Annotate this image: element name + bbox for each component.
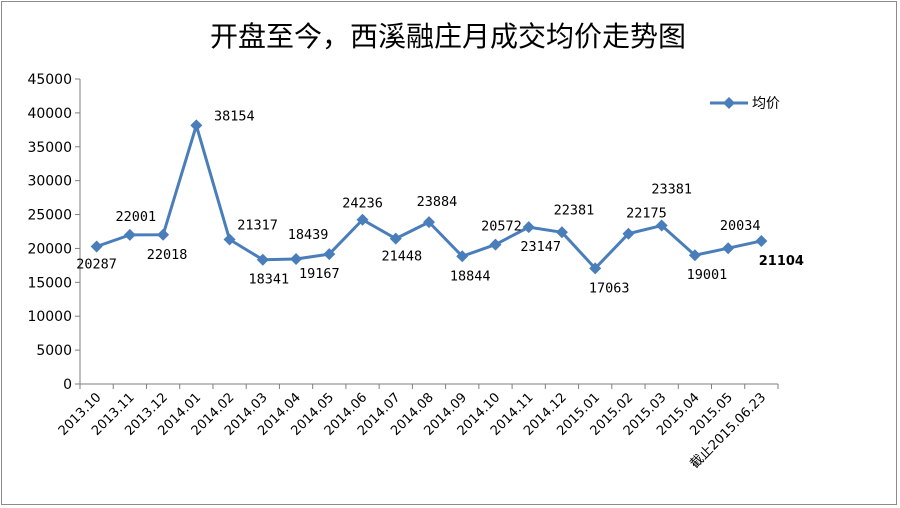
y-tick-label: 15000 — [27, 275, 72, 291]
data-label: 19001 — [687, 267, 728, 283]
data-label: 20034 — [720, 218, 761, 234]
data-label: 38154 — [214, 108, 255, 124]
legend-marker-swatch — [723, 97, 735, 109]
data-point — [688, 249, 701, 262]
data-point — [655, 219, 668, 232]
data-point — [456, 250, 469, 263]
data-label: 18439 — [288, 227, 329, 243]
y-tick-label: 10000 — [27, 309, 72, 325]
data-label: 24236 — [342, 196, 383, 212]
data-point — [223, 233, 236, 246]
data-label: 18844 — [450, 268, 491, 284]
data-point — [90, 240, 103, 253]
y-tick-label: 5000 — [36, 343, 72, 359]
y-axis-ticks: 0 5000 10000 15000 20000 25000 30000 35000 40000… — [27, 72, 80, 393]
data-point — [323, 248, 336, 261]
data-label: 21317 — [237, 218, 278, 234]
legend: 均价 — [710, 96, 780, 112]
data-label: 20287 — [76, 256, 117, 272]
data-point — [256, 253, 269, 266]
data-label: 21104 — [759, 254, 804, 269]
y-tick-label: 30000 — [27, 174, 72, 190]
data-label: 22175 — [626, 206, 667, 222]
data-labels: 20287 22001 22018 38154 21317 18341 18439 19167… — [76, 108, 804, 296]
data-point — [555, 226, 568, 239]
y-tick-label: 25000 — [27, 208, 72, 224]
data-markers — [90, 119, 768, 275]
y-tick-label: 40000 — [27, 106, 72, 122]
data-label: 23147 — [520, 239, 561, 255]
data-point — [489, 238, 502, 251]
data-point — [755, 234, 768, 247]
data-label: 23381 — [651, 182, 692, 198]
y-tick-label: 0 — [63, 377, 72, 393]
data-label: 18341 — [248, 272, 289, 288]
data-point — [356, 213, 369, 226]
data-label: 20572 — [481, 219, 522, 235]
data-point — [123, 228, 136, 241]
data-point — [290, 253, 303, 266]
data-point — [190, 119, 203, 132]
data-label: 22018 — [147, 247, 188, 263]
y-tick-label: 45000 — [27, 72, 72, 88]
data-label: 22001 — [116, 209, 157, 225]
data-point — [622, 227, 635, 240]
data-point — [522, 221, 535, 234]
legend-label: 均价 — [752, 96, 780, 112]
data-point — [722, 242, 735, 255]
data-label: 21448 — [381, 249, 422, 265]
y-tick-label: 35000 — [27, 140, 72, 156]
data-point — [589, 262, 602, 275]
data-point — [157, 228, 170, 241]
chart-title: 开盘至今，西溪融庄月成交均价走势图 — [210, 20, 686, 53]
y-tick-label: 20000 — [27, 241, 72, 257]
data-label: 23884 — [417, 194, 458, 210]
axes — [79, 79, 778, 385]
data-label: 17063 — [589, 280, 630, 296]
data-label: 22381 — [554, 202, 595, 218]
data-label: 19167 — [299, 266, 340, 282]
x-axis-ticks: 2013.102013.112013.122014.012014.022014.… — [56, 384, 779, 472]
data-point — [389, 232, 402, 245]
data-point — [423, 216, 435, 229]
